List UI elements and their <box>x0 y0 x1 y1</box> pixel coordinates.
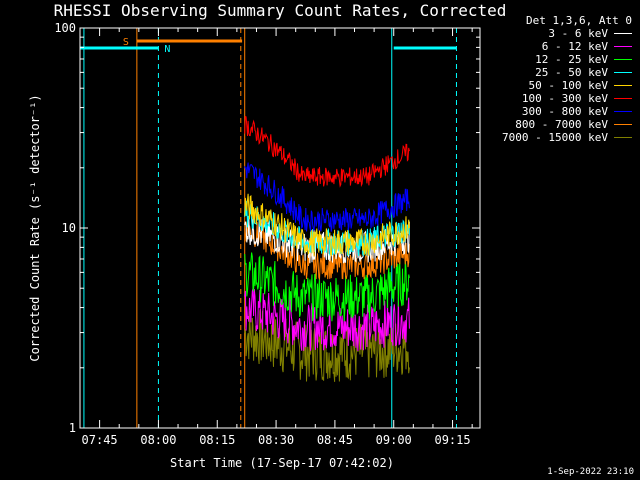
legend-entry-8: 7000 - 15000 keV <box>482 131 632 144</box>
series-line-4 <box>244 193 410 257</box>
legend: Det 1,3,6, Att 0 3 - 6 keV 6 - 12 keV 12 -… <box>482 14 632 144</box>
legend-entry-3: 25 - 50 keV <box>482 66 632 79</box>
legend-swatch <box>614 124 632 125</box>
x-tick-label-1: 08:00 <box>140 433 176 447</box>
footer-timestamp: 1-Sep-2022 23:10 <box>547 467 634 477</box>
legend-swatch <box>614 33 632 34</box>
series-line-5 <box>244 115 410 188</box>
legend-label: 50 - 100 keV <box>528 79 608 92</box>
legend-swatch <box>614 98 632 99</box>
series-line-8 <box>244 309 410 382</box>
series-line-1 <box>244 288 410 352</box>
x-tick-label-5: 09:00 <box>376 433 412 447</box>
x-tick-label-3: 08:30 <box>258 433 294 447</box>
legend-entry-2: 12 - 25 keV <box>482 53 632 66</box>
series-line-2 <box>244 252 410 322</box>
x-tick-label-6: 09:15 <box>434 433 470 447</box>
legend-label: 25 - 50 keV <box>535 66 608 79</box>
legend-entry-6: 300 - 800 keV <box>482 105 632 118</box>
tick-labels: 07:45 08:00 08:15 08:30 08:45 09:00 09:15 1 10 10… <box>54 21 470 447</box>
legend-label: 800 - 7000 keV <box>515 118 608 131</box>
legend-swatch <box>614 111 632 112</box>
legend-swatch <box>614 46 632 47</box>
legend-entry-0: 3 - 6 keV <box>482 27 632 40</box>
legend-swatch <box>614 85 632 86</box>
legend-label: 100 - 300 keV <box>521 92 608 105</box>
chart-title: RHESSI Observing Summary Count Rates, Co… <box>53 1 507 20</box>
legend-title: Det 1,3,6, Att 0 <box>526 14 632 27</box>
legend-swatch <box>614 137 632 138</box>
legend-entry-5: 100 - 300 keV <box>482 92 632 105</box>
x-tick-label-0: 07:45 <box>82 433 118 447</box>
y-axis-label: Corrected Count Rate (s⁻¹ detector⁻¹) <box>28 94 42 361</box>
legend-swatch <box>614 59 632 60</box>
legend-entry-4: 50 - 100 keV <box>482 79 632 92</box>
legend-label: 12 - 25 keV <box>535 53 608 66</box>
legend-label: 7000 - 15000 keV <box>502 131 608 144</box>
legend-entry-7: 800 - 7000 keV <box>482 118 632 131</box>
axes <box>79 27 481 429</box>
legend-entry-1: 6 - 12 keV <box>482 40 632 53</box>
y-tick-label-1: 10 <box>62 221 76 235</box>
series-line-6 <box>244 162 410 232</box>
state-bars: SN <box>80 37 457 55</box>
x-tick-label-4: 08:45 <box>317 433 353 447</box>
series-lines <box>244 115 410 382</box>
y-tick-label-2: 100 <box>54 21 76 35</box>
x-tick-label-2: 08:15 <box>199 433 235 447</box>
legend-label: 3 - 6 keV <box>548 27 608 40</box>
state-label-1: N <box>164 44 170 55</box>
y-tick-label-0: 1 <box>69 421 76 435</box>
x-axis-label: Start Time (17-Sep-17 07:42:02) <box>170 456 394 470</box>
legend-swatch <box>614 72 632 73</box>
legend-label: 6 - 12 keV <box>541 40 608 53</box>
legend-label: 300 - 800 keV <box>521 105 608 118</box>
state-label-0: S <box>123 37 129 48</box>
